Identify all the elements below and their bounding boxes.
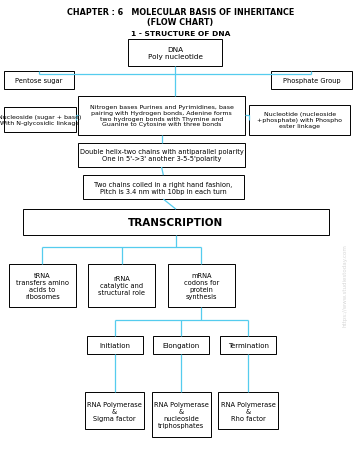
Text: Pentose sugar: Pentose sugar [15,78,62,84]
FancyBboxPatch shape [271,72,352,90]
FancyBboxPatch shape [249,106,350,135]
FancyBboxPatch shape [4,72,74,90]
Text: tRNA
transfers amino
acids to
ribosomes: tRNA transfers amino acids to ribosomes [16,272,69,299]
Text: Double helix-two chains with antiparallel polarity
One in 5'->3' another 3-5-5'p: Double helix-two chains with antiparalle… [80,149,243,162]
Text: DNA
Poly nucleotide: DNA Poly nucleotide [148,47,203,60]
Text: (FLOW CHART): (FLOW CHART) [147,17,214,27]
FancyBboxPatch shape [9,264,76,308]
FancyBboxPatch shape [78,96,245,135]
Text: Nitrogen bases Purines and Pyrimidines, base
pairing with Hydrogen bonds, Adenin: Nitrogen bases Purines and Pyrimidines, … [90,105,234,127]
Text: rRNA
catalytic and
structural role: rRNA catalytic and structural role [98,276,145,296]
FancyBboxPatch shape [153,336,209,354]
Text: CHAPTER : 6   MOLECULAR BASIS OF INHERITANCE: CHAPTER : 6 MOLECULAR BASIS OF INHERITAN… [67,8,294,17]
Text: Termination: Termination [228,342,269,348]
Text: mRNA
codons for
protein
synthesis: mRNA codons for protein synthesis [184,272,219,299]
FancyBboxPatch shape [4,108,76,133]
Text: 1 - STRUCTURE OF DNA: 1 - STRUCTURE OF DNA [131,31,230,37]
Text: Initiation: Initiation [99,342,130,348]
Text: TRANSCRIPTION: TRANSCRIPTION [129,218,223,227]
FancyBboxPatch shape [87,336,143,354]
Text: Nucleoside (sugar + base)
With N-glycosidic linkage: Nucleoside (sugar + base) With N-glycosi… [0,115,81,126]
FancyBboxPatch shape [78,144,245,168]
Text: RNA Polymerase
&
Rho factor: RNA Polymerase & Rho factor [221,401,276,421]
Text: Phosphate Group: Phosphate Group [283,78,340,84]
FancyBboxPatch shape [88,264,155,308]
FancyBboxPatch shape [218,392,278,429]
FancyBboxPatch shape [152,392,211,437]
Text: RNA Polymerase
&
Sigma factor: RNA Polymerase & Sigma factor [87,401,142,421]
Text: Elongation: Elongation [163,342,200,348]
Text: Nucleotide (nucleoside
+phosphate) with Phospho
ester linkage: Nucleotide (nucleoside +phosphate) with … [257,112,342,129]
FancyBboxPatch shape [168,264,235,308]
FancyBboxPatch shape [220,336,276,354]
FancyBboxPatch shape [128,40,222,67]
Text: Two chains coiled in a right hand fashion,
Pitch is 3.4 nm with 10bp in each tur: Two chains coiled in a right hand fashio… [94,181,232,194]
FancyBboxPatch shape [23,210,329,235]
FancyBboxPatch shape [83,176,244,200]
FancyBboxPatch shape [85,392,144,429]
Text: RNA Polymerase
&
nucleoside
triphosphates: RNA Polymerase & nucleoside triphosphate… [154,401,209,428]
Text: https://www.studiestoday.com: https://www.studiestoday.com [342,243,347,326]
